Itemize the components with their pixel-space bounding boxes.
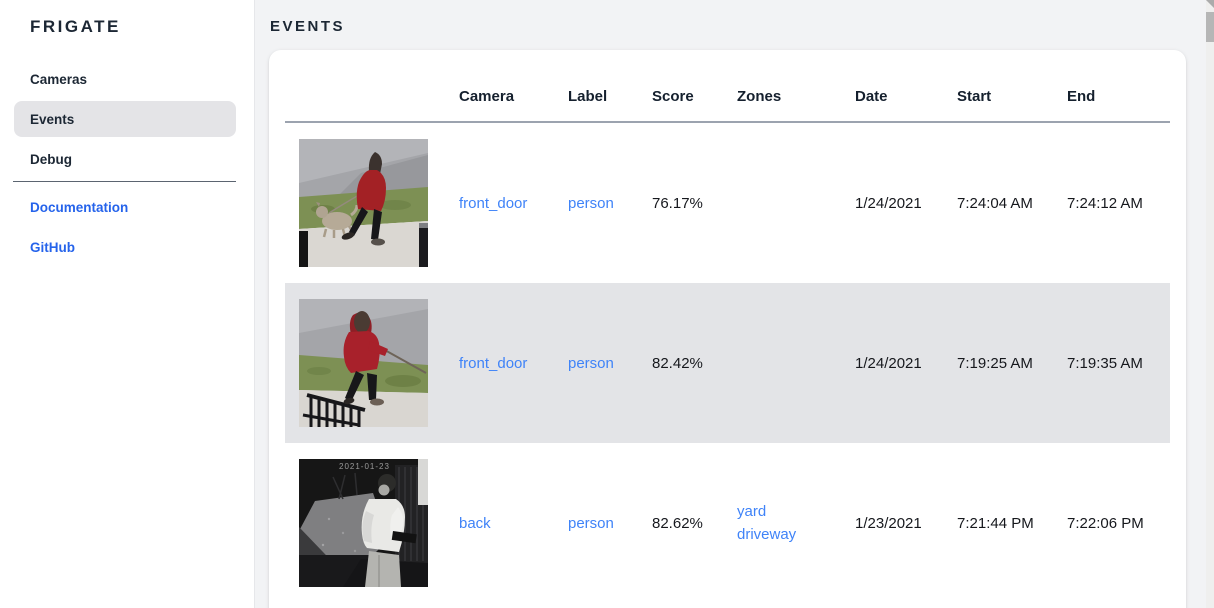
date-value: 1/23/2021: [855, 514, 922, 532]
start-time: 7:19:25 AM: [957, 354, 1033, 372]
end-time: 7:24:12 AM: [1067, 194, 1143, 212]
event-thumbnail[interactable]: [299, 299, 428, 427]
column-header-date: Date: [855, 50, 957, 123]
camera-link[interactable]: front_door: [459, 354, 528, 372]
column-header-end: End: [1067, 50, 1170, 123]
date-value: 1/24/2021: [855, 194, 922, 212]
event-thumbnail[interactable]: 2021-01-23: [299, 459, 428, 587]
sidebar-external-links: Documentation GitHub: [0, 189, 254, 265]
events-card: Camera Label Score Zones Date Start End: [269, 50, 1186, 608]
score-value: 82.42%: [652, 354, 703, 372]
sidebar-link-github[interactable]: GitHub: [30, 239, 75, 255]
date-value: 1/24/2021: [855, 354, 922, 372]
page-title: EVENTS: [270, 18, 346, 35]
sidebar-link-documentation[interactable]: Documentation: [30, 199, 129, 215]
table-row[interactable]: 2021-01-23 back person 82.62% yard drive…: [285, 443, 1170, 603]
app-logo: FRIGATE: [30, 17, 121, 36]
column-header-camera: Camera: [459, 50, 568, 123]
column-header-label: Label: [568, 50, 652, 123]
main-content: EVENTS Camera Label Score Zones Date Sta…: [255, 0, 1214, 608]
thumbnail-timestamp-overlay: 2021-01-23: [339, 462, 390, 471]
sidebar-item-events[interactable]: Events: [14, 101, 236, 137]
column-header-score: Score: [652, 50, 737, 123]
table-row[interactable]: front_door person 82.42% 1/24/2021 7:19:…: [285, 283, 1170, 443]
scrollbar[interactable]: [1206, 0, 1214, 608]
sidebar-item-cameras[interactable]: Cameras: [30, 71, 88, 87]
zone-link[interactable]: driveway: [737, 526, 797, 543]
label-link[interactable]: person: [568, 354, 614, 372]
scroll-corner-icon: [1206, 0, 1214, 8]
score-value: 82.62%: [652, 514, 703, 532]
zones-cell: [737, 122, 855, 283]
camera-link[interactable]: back: [459, 514, 491, 532]
column-header-thumbnail: [285, 50, 459, 123]
end-time: 7:22:06 PM: [1067, 514, 1144, 532]
sidebar-nav: Cameras Events Debug: [0, 61, 254, 177]
table-header-row: Camera Label Score Zones Date Start End: [285, 50, 1170, 123]
sidebar-divider: [13, 181, 236, 182]
column-header-zones: Zones: [737, 50, 855, 123]
sidebar: FRIGATE Cameras Events Debug Documentati…: [0, 0, 255, 608]
start-time: 7:24:04 AM: [957, 194, 1033, 212]
start-time: 7:21:44 PM: [957, 514, 1034, 532]
table-row[interactable]: front_door person 76.17% 1/24/2021 7:24:…: [285, 122, 1170, 283]
scrollbar-thumb[interactable]: [1206, 12, 1214, 42]
camera-link[interactable]: front_door: [459, 194, 528, 212]
column-header-start: Start: [957, 50, 1067, 123]
label-link[interactable]: person: [568, 194, 614, 212]
score-value: 76.17%: [652, 194, 703, 212]
zones-cell: [737, 283, 855, 443]
zone-link[interactable]: yard: [737, 502, 767, 520]
end-time: 7:19:35 AM: [1067, 354, 1143, 372]
zones-cell: yard driveway: [737, 443, 855, 603]
events-table: Camera Label Score Zones Date Start End: [285, 50, 1170, 603]
sidebar-item-debug[interactable]: Debug: [30, 151, 72, 167]
event-thumbnail[interactable]: [299, 139, 428, 267]
label-link[interactable]: person: [568, 514, 614, 532]
